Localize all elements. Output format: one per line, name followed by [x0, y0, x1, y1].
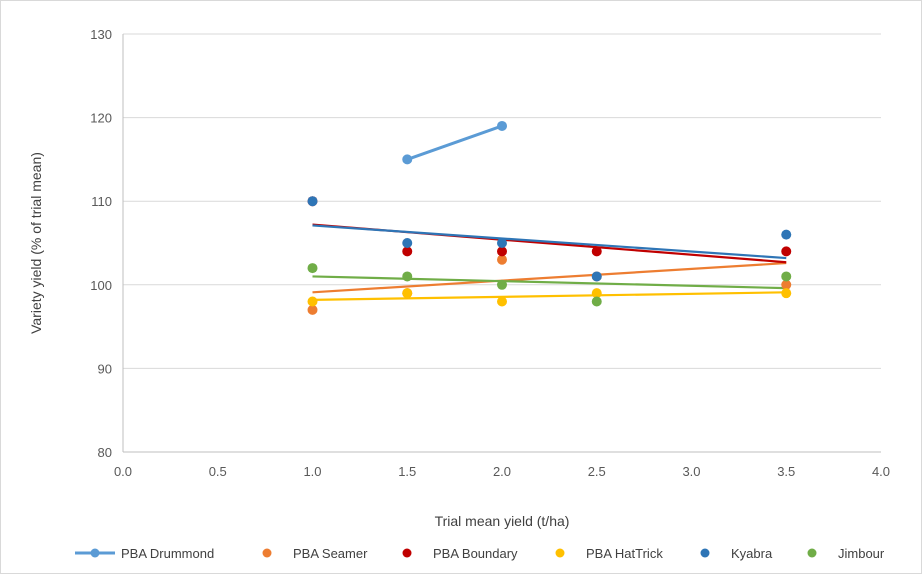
legend-marker-swatch: [402, 548, 412, 558]
data-point-jimbour: [497, 279, 507, 290]
trendline-kyabra: [312, 224, 787, 260]
x-tick-label: 3.5: [777, 464, 795, 479]
trendline-pba-hattrick: [312, 291, 787, 301]
x-tick-label: 4.0: [872, 464, 890, 479]
legend-label: Jimbour: [838, 546, 885, 561]
data-point-pba-hattrick: [307, 296, 318, 307]
data-point-pba-seamer: [307, 304, 318, 315]
y-tick-label: 130: [90, 27, 112, 42]
data-point-pba-boundary: [781, 246, 792, 257]
legend-item-kyabra: Kyabra: [700, 546, 773, 561]
y-axis-title: Variety yield (% of trial mean): [28, 152, 44, 334]
data-point-kyabra: [402, 238, 413, 248]
data-point-pba-drummond: [402, 154, 413, 165]
data-point-kyabra: [591, 271, 602, 282]
legend-label: PBA Boundary: [433, 546, 518, 561]
legend-label: PBA HatTrick: [586, 546, 663, 561]
data-point-pba-boundary: [591, 246, 602, 257]
legend-marker-swatch: [555, 548, 565, 558]
data-point-jimbour: [591, 296, 602, 307]
x-axis-title: Trial mean yield (t/ha): [435, 513, 570, 529]
x-tick-label: 1.5: [398, 464, 416, 479]
data-point-pba-hattrick: [591, 288, 602, 299]
data-point-pba-boundary: [497, 246, 507, 257]
y-tick-label: 100: [90, 278, 112, 293]
y-tick-label: 90: [98, 361, 112, 376]
y-tick-label: 110: [91, 194, 112, 209]
legend-item-pba-boundary: PBA Boundary: [402, 546, 518, 561]
x-tick-label: 0.0: [114, 464, 132, 479]
x-tick-label: 2.5: [588, 464, 606, 479]
data-point-pba-hattrick: [781, 288, 792, 299]
x-tick-label: 0.5: [209, 464, 227, 479]
legend-label: PBA Seamer: [293, 546, 368, 561]
legend-marker-swatch: [262, 548, 272, 558]
legend-item-jimbour: Jimbour: [807, 546, 885, 561]
data-point-jimbour: [402, 271, 413, 282]
legend-marker-swatch: [90, 548, 100, 558]
data-point-kyabra: [497, 238, 507, 248]
trendline-jimbour: [312, 275, 787, 290]
data-point-pba-boundary: [402, 246, 413, 257]
trendlines: [312, 124, 787, 301]
y-tick-label: 80: [98, 445, 112, 460]
legend-item-pba-hattrick: PBA HatTrick: [555, 546, 663, 561]
y-tick-label: 120: [90, 111, 112, 126]
legend-label: Kyabra: [731, 546, 773, 561]
legend-item-pba-seamer: PBA Seamer: [262, 546, 368, 561]
data-point-pba-drummond: [497, 120, 507, 131]
data-point-jimbour: [307, 263, 318, 274]
data-markers: [307, 120, 792, 315]
legend-marker-swatch: [807, 548, 817, 558]
legend-label: PBA Drummond: [121, 546, 214, 561]
data-point-kyabra: [307, 196, 318, 207]
data-point-pba-seamer: [781, 279, 792, 290]
legend: PBA Drummond PBA Seamer PBA Boundary PBA Ha…: [75, 546, 885, 561]
x-tick-label: 1.0: [303, 464, 321, 479]
x-tick-label: 3.0: [682, 464, 700, 479]
data-point-kyabra: [781, 229, 792, 240]
x-tick-label: 2.0: [493, 464, 511, 479]
data-point-jimbour: [781, 271, 792, 282]
series-line-pba-drummond: [405, 124, 504, 161]
trendline-pba-seamer: [312, 261, 787, 294]
legend-item-pba-drummond: PBA Drummond: [75, 546, 214, 561]
data-point-pba-hattrick: [402, 288, 413, 299]
axes: 80 90 100 110 120 130 0.0 0.5 1.0 1.5 2.0 2.5 3.0 3.5…: [90, 27, 890, 479]
legend-marker-swatch: [700, 548, 710, 558]
data-point-pba-seamer: [497, 254, 507, 265]
data-point-pba-hattrick: [497, 296, 507, 307]
